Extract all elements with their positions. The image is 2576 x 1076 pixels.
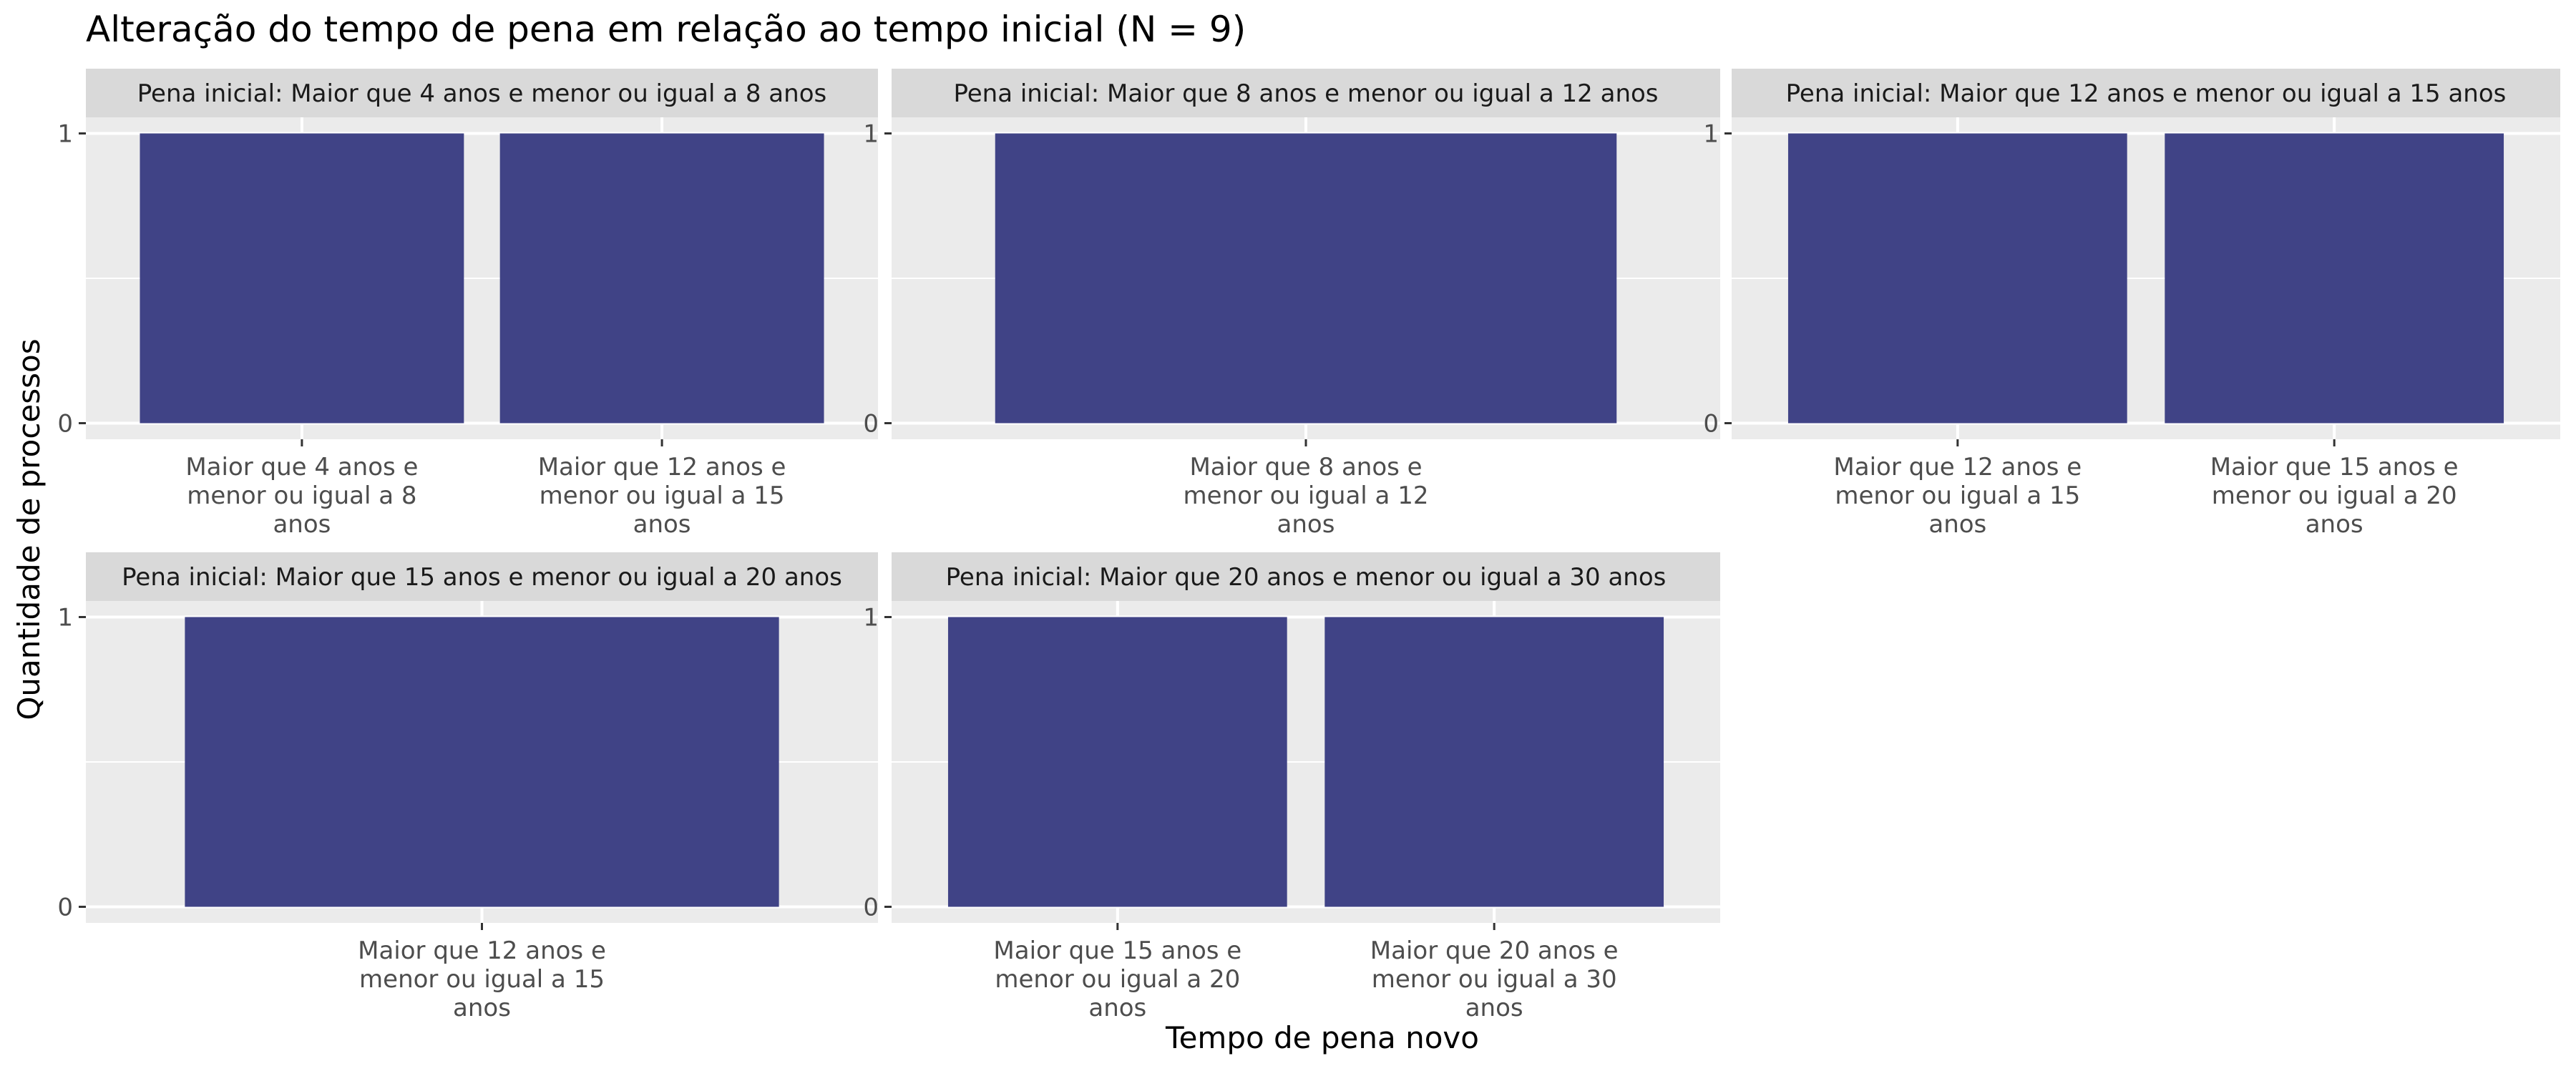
x-tick-label-line: menor ou igual a 15 <box>540 481 785 510</box>
x-tick-label: Maior que 12 anos e menor ou igual a 15 an… <box>358 936 606 1022</box>
bar <box>995 133 1617 424</box>
x-tick-label-line: Maior que 8 anos e <box>1189 453 1422 481</box>
facet-strip <box>1732 69 2560 117</box>
x-tick-label: Maior que 4 anos e menor ou igual a 8 anos <box>185 453 418 539</box>
x-tick-label-line: anos <box>1088 994 1146 1022</box>
facet-strip-label: Pena inicial: Maior que 8 anos e menor o… <box>953 79 1658 108</box>
facet-strip-label: Pena inicial: Maior que 12 anos e menor … <box>1786 79 2507 108</box>
bar <box>947 617 1287 907</box>
x-tick-label-line: menor ou igual a 15 <box>1835 481 2080 510</box>
facet-panel: Pena inicial: Maior que 15 anos e menor … <box>57 552 878 1022</box>
y-tick-label: 0 <box>863 894 879 922</box>
x-tick-label-line: Maior que 12 anos e <box>358 936 606 965</box>
facet-strip <box>86 552 878 601</box>
facet-strip <box>86 69 878 117</box>
facet-strip <box>892 69 1720 117</box>
x-tick-label: Maior que 15 anos e menor ou igual a 20 an… <box>2210 453 2459 539</box>
x-tick-label-line: anos <box>1277 510 1335 539</box>
y-tick-label: 1 <box>57 604 73 632</box>
facet-panels: Pena inicial: Maior que 4 anos e menor o… <box>57 69 2560 1022</box>
bar <box>499 133 824 424</box>
bar <box>1324 617 1664 907</box>
bar <box>185 617 779 907</box>
x-axis-title: Tempo de pena novo <box>1165 1020 1479 1055</box>
x-tick-label-line: menor ou igual a 8 <box>187 481 416 510</box>
x-tick-label: Maior que 15 anos e menor ou igual a 20 an… <box>993 936 1241 1022</box>
x-tick-label-line: menor ou igual a 12 <box>1184 481 1429 510</box>
x-tick-label-line: anos <box>1928 510 1986 539</box>
x-tick-label-line: Maior que 12 anos e <box>1833 453 2082 481</box>
facet-strip-label: Pena inicial: Maior que 15 anos e menor … <box>122 563 842 592</box>
facet-strip-label: Pena inicial: Maior que 20 anos e menor … <box>946 563 1667 592</box>
chart-title: Alteração do tempo de pena em relação ao… <box>86 9 1246 50</box>
x-tick-label-line: anos <box>273 510 331 539</box>
x-tick-label-line: menor ou igual a 30 <box>1372 965 1617 994</box>
bar <box>140 133 464 424</box>
x-tick-label-line: menor ou igual a 15 <box>359 965 605 994</box>
facet-strip <box>892 552 1720 601</box>
x-tick-label-line: Maior que 4 anos e <box>185 453 418 481</box>
x-tick-label-line: menor ou igual a 20 <box>995 965 1240 994</box>
x-tick-label: Maior que 8 anos e menor ou igual a 12 ano… <box>1184 453 1429 539</box>
facet-panel: Pena inicial: Maior que 12 anos e menor … <box>1703 69 2560 539</box>
x-tick-label-line: Maior que 15 anos e <box>993 936 1241 965</box>
facet-panel: Pena inicial: Maior que 4 anos e menor o… <box>57 69 878 539</box>
y-tick-label: 1 <box>863 120 879 149</box>
y-tick-label: 0 <box>1703 410 1719 439</box>
y-axis-title: Quantidade de processos <box>11 338 47 720</box>
bar <box>2165 133 2504 424</box>
facet-strip-label: Pena inicial: Maior que 4 anos e menor o… <box>137 79 826 108</box>
y-tick-label: 0 <box>57 894 73 922</box>
x-tick-label-line: menor ou igual a 20 <box>2212 481 2457 510</box>
y-tick-label: 1 <box>863 604 879 632</box>
y-tick-label: 1 <box>1703 120 1719 149</box>
x-tick-label-line: anos <box>453 994 511 1022</box>
x-tick-label-line: anos <box>2306 510 2363 539</box>
y-tick-label: 1 <box>57 120 73 149</box>
x-tick-label-line: anos <box>633 510 691 539</box>
facet-panel: Pena inicial: Maior que 20 anos e menor … <box>863 552 1720 1022</box>
facet-panel: Pena inicial: Maior que 8 anos e menor o… <box>863 69 1720 539</box>
y-tick-label: 0 <box>863 410 879 439</box>
x-tick-label-line: anos <box>1465 994 1523 1022</box>
bar <box>1787 133 2127 424</box>
x-tick-label-line: Maior que 12 anos e <box>538 453 786 481</box>
x-tick-label: Maior que 12 anos e menor ou igual a 15 an… <box>538 453 786 539</box>
x-tick-label: Maior que 20 anos e menor ou igual a 30 an… <box>1370 936 1619 1022</box>
x-tick-label-line: Maior que 20 anos e <box>1370 936 1619 965</box>
x-tick-label: Maior que 12 anos e menor ou igual a 15 an… <box>1833 453 2082 539</box>
y-tick-label: 0 <box>57 410 73 439</box>
x-tick-label-line: Maior que 15 anos e <box>2210 453 2459 481</box>
